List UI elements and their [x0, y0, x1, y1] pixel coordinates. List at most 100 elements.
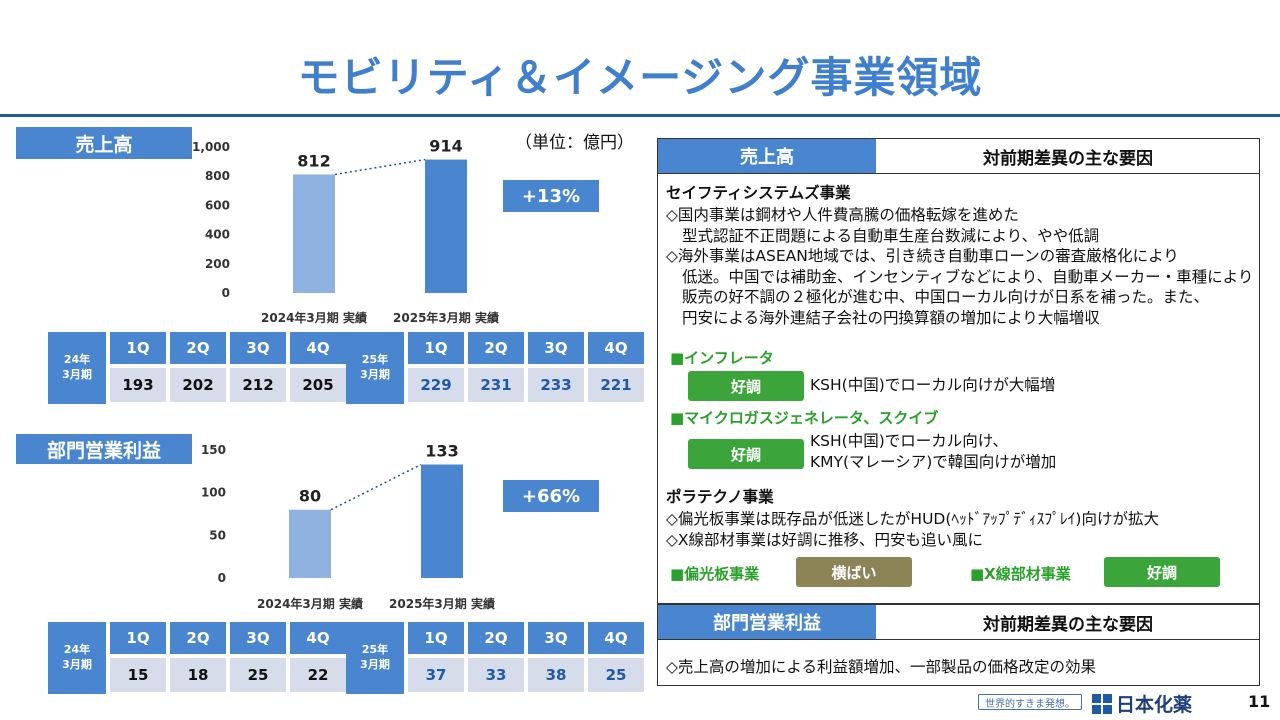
- sales-q-prev-header: 3Q: [230, 332, 286, 364]
- x-category-label: 2025年3月期 実績: [393, 310, 499, 325]
- profit-q-cur-header: 4Q: [588, 622, 644, 654]
- xray-title: ■X線部材事業: [970, 565, 1071, 583]
- y-tick-label: 1,000: [192, 140, 230, 154]
- sales-cur-year-label: 25年 3月期: [346, 332, 404, 404]
- profit-bar-chart: 0 50 100 150 80 2024年3月期 実績 133 2025年3月期 実績: [201, 442, 495, 611]
- safety-line: 型式認証不正問題による自動車生産台数減により、やや低調: [682, 226, 1100, 245]
- safety-line: ◇海外事業はASEAN地域では、引き続き自動車ローンの審査厳格化により: [666, 247, 1179, 265]
- bar: [293, 174, 335, 293]
- y-tick-label: 50: [209, 528, 226, 542]
- profit-q-cur-header: 3Q: [528, 622, 584, 654]
- y-tick-label: 400: [205, 228, 230, 242]
- safety-title: セイフティシステムズ事業: [666, 184, 851, 202]
- polatechno-title: ポラテクノ事業: [666, 488, 774, 506]
- safety-line: 販売の好不調の２極化が進む中、中国ローカル向けが日系を補った。また、: [682, 288, 1210, 306]
- page-title: モビリティ＆イメージング事業領域: [297, 53, 983, 102]
- inflator-text: KSH(中国)でローカル向けが大幅増: [810, 376, 1056, 394]
- bar: [421, 464, 463, 578]
- mgg-text-1: KSH(中国)でローカル向け、: [810, 432, 1008, 450]
- profit-q-prev-header: 3Q: [230, 622, 286, 654]
- bar-value-label: 80: [299, 487, 321, 506]
- sales-q-cur-value: 233: [528, 368, 584, 402]
- profit-q-prev-header: 4Q: [290, 622, 346, 654]
- mgg-badge: 好調: [688, 439, 804, 469]
- safety-lines: ◇国内事業は鋼材や人件費高騰の価格転嫁を進めた 型式認証不正問題による自動車生産…: [666, 205, 1253, 328]
- sales-q-prev-header: 1Q: [110, 332, 166, 364]
- profit-factor-text: ◇売上高の増加による利益額増加、一部製品の価格改定の効果: [666, 658, 1096, 676]
- sales-q-cur-value: 229: [408, 368, 464, 402]
- sales-q-cur-value: 231: [468, 368, 524, 402]
- profit-q-prev-value: 25: [230, 658, 286, 692]
- y-tick-label: 200: [205, 257, 230, 271]
- sales-q-cur-header: 2Q: [468, 332, 524, 364]
- y-tick-label: 800: [205, 169, 230, 183]
- profit-q-cur-header: 1Q: [408, 622, 464, 654]
- profit-change-badge: +66%: [503, 480, 599, 512]
- y-tick-label: 0: [222, 286, 230, 300]
- profit-q-cur-value: 38: [528, 658, 584, 692]
- bar-value-label: 914: [429, 137, 462, 156]
- profit-q-prev-header: 2Q: [170, 622, 226, 654]
- profit-factors-panel: 部門営業利益 対前期差異の主な要因 ◇売上高の増加による利益額増加、一部製品の価…: [657, 604, 1260, 686]
- mgg-title: ■マイクロガスジェネレータ、スクイブ: [670, 409, 939, 427]
- profit-q-prev-header: 1Q: [110, 622, 166, 654]
- sales-quarter-table: 24年 3月期 25年 3月期 1Q 193 2Q 202 3Q 212 4Q 205 1Q 229 2…: [48, 332, 644, 404]
- profit-q-cur-header: 2Q: [468, 622, 524, 654]
- xray-badge: 好調: [1104, 557, 1220, 587]
- panel-profit-tag: 部門営業利益: [658, 605, 876, 639]
- page-number: 11: [1248, 692, 1271, 711]
- sales-bar-chart: 0 200 400 600 800 1,000 812 2024年3月期 実績 914 2025年…: [192, 137, 499, 325]
- y-tick-label: 600: [205, 198, 230, 212]
- trend-connector: [334, 158, 426, 176]
- profit-q-cur-value: 25: [588, 658, 644, 692]
- profit-q-cur-value: 33: [468, 658, 524, 692]
- polatechno-line: ◇X線部材事業は好調に推移、円安も追い風に: [666, 530, 984, 549]
- sales-tag: 売上高: [16, 127, 192, 159]
- title-divider: [0, 114, 1280, 117]
- bar: [289, 509, 331, 578]
- profit-q-prev-value: 15: [110, 658, 166, 692]
- safety-line: ◇国内事業は鋼材や人件費高騰の価格転嫁を進めた: [666, 206, 1019, 224]
- sales-q-cur-header: 4Q: [588, 332, 644, 364]
- polatechno-line: ◇偏光板事業は既存品が低迷したがHUD(ﾍｯﾄﾞｱｯﾌﾟﾃﾞｨｽﾌﾟﾚｲ)向けが…: [666, 510, 1159, 528]
- profit-tag: 部門営業利益: [16, 434, 192, 464]
- profit-prev-year-label: 24年 3月期: [48, 622, 106, 694]
- profit-q-prev-value: 18: [170, 658, 226, 692]
- panel-profit-divider: [658, 639, 1259, 640]
- panel-sales-header: 対前期差異の主な要因: [983, 148, 1153, 169]
- sales-q-cur-header: 1Q: [408, 332, 464, 364]
- sales-q-prev-value: 212: [230, 368, 286, 402]
- brand-mark-icon: [1092, 693, 1112, 714]
- mgg-text-2: KMY(マレーシア)で韓国向けが増加: [810, 453, 1057, 471]
- y-tick-label: 0: [218, 571, 226, 585]
- bar-value-label: 133: [425, 442, 458, 461]
- x-category-label: 2025年3月期 実績: [389, 596, 495, 611]
- brand-logo: 日本化薬: [1092, 690, 1192, 717]
- polatechno-lines: ◇偏光板事業は既存品が低迷したがHUD(ﾍｯﾄﾞｱｯﾌﾟﾃﾞｨｽﾌﾟﾚｲ)向けが…: [666, 509, 1159, 550]
- x-category-label: 2024年3月期 実績: [261, 310, 367, 325]
- sales-q-prev-header: 4Q: [290, 332, 346, 364]
- sales-change-badge: +13%: [503, 180, 599, 212]
- sales-q-prev-value: 193: [110, 368, 166, 402]
- brand-name: 日本化薬: [1116, 694, 1193, 716]
- polarizer-badge: 横ばい: [796, 557, 912, 587]
- inflator-badge: 好調: [688, 371, 804, 401]
- panel-header-divider: [658, 173, 1259, 174]
- bar: [425, 159, 467, 293]
- profit-quarter-table: 24年 3月期 25年 3月期 1Q 15 2Q 18 3Q 25 4Q 22 1Q 37 2Q 33 3Q…: [48, 622, 644, 694]
- profit-q-cur-value: 37: [408, 658, 464, 692]
- panel-sales-tag: 売上高: [658, 139, 876, 173]
- sales-q-prev-value: 205: [290, 368, 346, 402]
- panel-profit-header: 対前期差異の主な要因: [983, 614, 1153, 635]
- x-category-label: 2024年3月期 実績: [257, 596, 363, 611]
- sales-factors-panel: 売上高 対前期差異の主な要因 セイフティシステムズ事業 ◇国内事業は鋼材や人件費…: [657, 138, 1260, 604]
- safety-line: 低迷。中国では補助金、インセンティブなどにより、自動車メーカー・車種により: [682, 267, 1254, 286]
- y-tick-label: 150: [201, 443, 226, 457]
- sales-q-cur-header: 3Q: [528, 332, 584, 364]
- sales-q-cur-value: 221: [588, 368, 644, 402]
- slogan-logo: 世界的すきま発想。: [978, 694, 1082, 710]
- safety-line: 円安による海外連結子会社の円換算額の増加により大幅増収: [682, 308, 1100, 327]
- polarizer-title: ■偏光板事業: [670, 565, 760, 583]
- bar-value-label: 812: [297, 151, 330, 170]
- y-tick-label: 100: [201, 486, 226, 500]
